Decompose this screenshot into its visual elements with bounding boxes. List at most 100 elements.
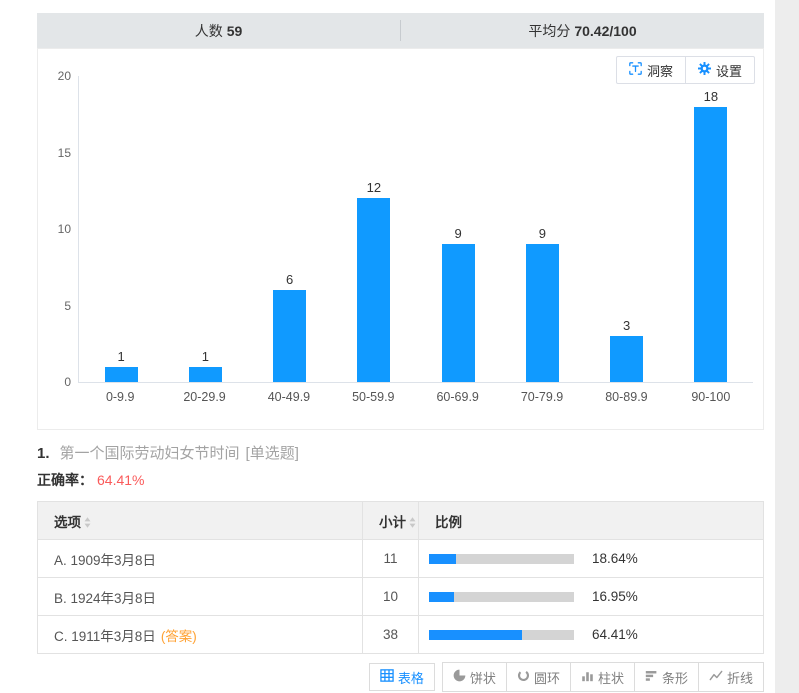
bar-slot: 18	[669, 76, 753, 382]
stats-bar: 人数 59 平均分 70.42/100	[37, 13, 764, 48]
option-cell: B. 1924年3月8日	[37, 577, 363, 616]
chart-bar[interactable]	[104, 366, 138, 382]
ratio-cell: 16.95%	[418, 577, 764, 616]
column-header-ratio: 比例	[418, 501, 764, 540]
insight-button[interactable]: 洞察	[617, 57, 685, 83]
insight-icon	[629, 62, 642, 78]
option-text: A. 1909年3月8日	[54, 552, 157, 568]
bar-slot: 1	[163, 76, 247, 382]
bar-slot: 3	[585, 76, 669, 382]
settings-button[interactable]: 设置	[684, 57, 754, 83]
question-number: 1.	[37, 445, 50, 462]
chart-bar[interactable]	[441, 244, 475, 382]
toolbar-button-label: 饼状	[469, 670, 496, 686]
column-header-count[interactable]: 小计	[362, 501, 419, 540]
toolbar-button-label: 折线	[726, 670, 753, 686]
column-header-option[interactable]: 选项	[37, 501, 363, 540]
x-axis-label: 60-69.9	[436, 390, 479, 404]
chart-bar[interactable]	[694, 106, 728, 382]
chart-bar[interactable]	[525, 244, 559, 382]
table-row: B. 1924年3月8日 10 16.95%	[37, 577, 764, 616]
people-count-value: 59	[226, 22, 243, 39]
x-axis-label: 40-49.9	[267, 390, 311, 404]
bar-slot: 1	[79, 76, 163, 382]
table-header-row: 选项 小计 比例	[37, 501, 764, 540]
toolbar-button-label: 柱状	[597, 670, 624, 686]
option-text: C. 1911年3月8日	[54, 628, 156, 644]
bar-slot: 9	[500, 76, 584, 382]
count-cell: 38	[362, 615, 419, 654]
chart-bar[interactable]	[273, 290, 307, 382]
line-icon	[709, 669, 723, 685]
table-row: A. 1909年3月8日 11 18.64%	[37, 539, 764, 578]
accuracy-value: 64.41%	[97, 472, 145, 488]
chart-bars: 1 1 6 12 9 9 3 18	[79, 76, 753, 382]
x-axis-label: 90-100	[691, 390, 731, 404]
chart-bar[interactable]	[610, 336, 644, 382]
count-cell: 11	[362, 539, 419, 578]
percent-value: 64.41%	[592, 627, 638, 643]
bar-value-label: 1	[201, 348, 209, 364]
score-distribution-chart-panel: 洞察	[37, 48, 764, 430]
x-axis-label: 80-89.9	[605, 390, 648, 404]
column-header-label: 选项	[54, 514, 81, 530]
toolbar-button-line[interactable]: 折线	[697, 663, 763, 691]
y-axis-tick-label: 15	[57, 145, 71, 160]
chart-type-toolbar: 表格 饼状 圆环 柱状 条形 折线	[37, 662, 764, 692]
people-count: 人数 59	[37, 21, 400, 41]
bar-value-label: 1	[117, 348, 125, 364]
sort-icon	[406, 515, 416, 530]
bar-slot: 9	[416, 76, 500, 382]
table-row: C. 1911年3月8日 (答案) 38 64.41%	[37, 615, 764, 654]
column-header-label: 小计	[379, 514, 406, 530]
pie-icon	[453, 669, 466, 685]
bar-value-label: 9	[538, 226, 546, 242]
question-text: 第一个国际劳动妇女节时间	[59, 445, 240, 462]
toolbar-button-column[interactable]: 柱状	[569, 663, 634, 691]
y-axis-tick-label: 5	[64, 298, 71, 313]
toolbar-button-label: 圆环	[533, 670, 560, 686]
settings-button-label: 设置	[715, 63, 742, 79]
bar-value-label: 9	[454, 226, 462, 242]
stats-divider	[400, 20, 401, 41]
chart-type-button-group: 饼状 圆环 柱状 条形 折线	[441, 662, 764, 692]
chart-xlabels: 0-9.9 20-29.9 40-49.9 50-59.9 60-69.9 70-79.9…	[78, 390, 753, 404]
answer-tag: (答案)	[160, 628, 197, 644]
donut-icon	[517, 669, 530, 685]
insight-button-label: 洞察	[646, 63, 673, 79]
chart-bar[interactable]	[188, 366, 222, 382]
option-cell: C. 1911年3月8日 (答案)	[37, 615, 363, 654]
sort-icon	[81, 515, 91, 530]
question-title: 1. 第一个国际劳动妇女节时间 [单选题]	[37, 444, 764, 464]
bar-value-label: 3	[623, 318, 631, 334]
average-score-label: 平均分	[528, 22, 571, 39]
toolbar-button-label: 条形	[661, 670, 688, 686]
accuracy-line: 正确率： 64.41%	[37, 471, 764, 490]
ratio-cell: 64.41%	[418, 615, 764, 654]
ratio-cell: 18.64%	[418, 539, 764, 578]
count-cell: 10	[362, 577, 419, 616]
bar-value-label: 12	[366, 180, 382, 196]
progress-fill	[429, 629, 523, 640]
x-axis-label: 20-29.9	[183, 390, 226, 404]
x-axis-label: 0-9.9	[105, 390, 135, 404]
toolbar-button-donut[interactable]: 圆环	[505, 663, 570, 691]
y-axis-tick-label: 10	[57, 222, 71, 236]
y-axis-tick-label: 0	[64, 375, 71, 389]
bar-slot: 12	[332, 76, 416, 382]
progress-fill	[429, 553, 457, 564]
bar-value-label: 6	[286, 272, 294, 288]
results-card: 人数 59 平均分 70.42/100	[0, 0, 775, 693]
chart-bar[interactable]	[357, 198, 391, 382]
bar-slot: 6	[248, 76, 332, 382]
toolbar-button-label: 表格	[397, 670, 424, 686]
toolbar-button-bar[interactable]: 条形	[633, 663, 698, 691]
progress-fill	[429, 591, 454, 602]
toolbar-button-pie[interactable]: 饼状	[442, 663, 506, 691]
toolbar-button-table[interactable]: 表格	[368, 663, 435, 691]
progress-track	[429, 629, 574, 640]
percent-value: 18.64%	[592, 551, 638, 567]
progress-track	[429, 591, 574, 602]
x-axis-label: 50-59.9	[352, 390, 395, 404]
option-cell: A. 1909年3月8日	[37, 539, 363, 578]
